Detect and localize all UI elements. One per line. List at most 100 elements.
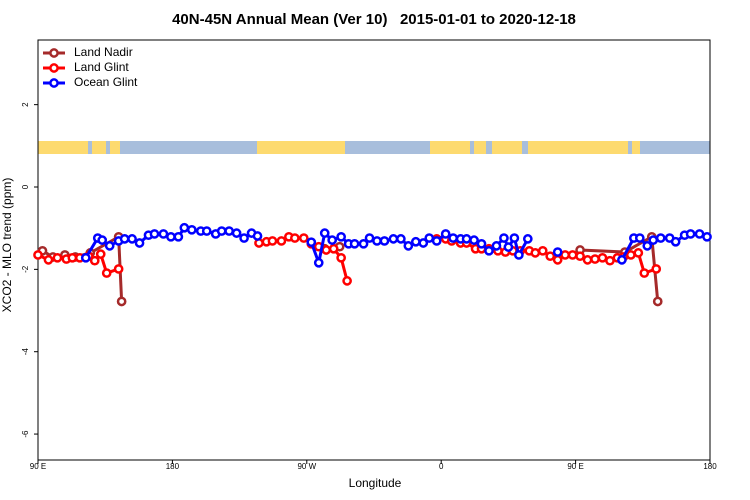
land-band xyxy=(632,141,640,154)
data-point xyxy=(514,250,524,260)
data-point xyxy=(503,242,514,252)
legend-marker xyxy=(49,48,59,58)
data-point xyxy=(358,238,369,249)
data-point xyxy=(52,252,63,263)
data-point xyxy=(306,237,317,248)
land-band xyxy=(474,141,486,154)
data-point xyxy=(231,228,242,238)
data-point xyxy=(509,233,520,243)
data-point xyxy=(694,229,705,239)
data-point xyxy=(89,255,100,266)
data-point xyxy=(639,268,650,278)
data-point xyxy=(134,238,145,248)
land-band xyxy=(492,141,522,154)
legend-label: Ocean Glint xyxy=(74,75,138,89)
legend-label: Land Nadir xyxy=(74,45,133,59)
data-point xyxy=(336,252,346,263)
data-point xyxy=(702,231,712,242)
data-point xyxy=(186,224,197,235)
data-point xyxy=(652,296,663,307)
data-point xyxy=(448,233,458,243)
data-point xyxy=(201,226,212,236)
x-tick-label: 0 xyxy=(439,462,444,471)
legend-label: Land Glint xyxy=(74,60,129,74)
data-point xyxy=(239,233,249,243)
land-ocean-strip xyxy=(38,141,710,154)
land-band xyxy=(257,141,345,154)
data-point xyxy=(461,234,472,244)
data-point xyxy=(655,233,666,243)
x-tick-label: 180 xyxy=(703,462,717,471)
x-tick-label: 90 W xyxy=(297,462,316,471)
data-point xyxy=(119,234,130,244)
data-point xyxy=(597,252,608,263)
data-point xyxy=(379,236,390,246)
data-point xyxy=(116,296,127,307)
data-point xyxy=(158,229,169,239)
data-point xyxy=(149,229,160,239)
data-point xyxy=(328,243,339,254)
y-tick-label: -4 xyxy=(21,348,30,356)
data-point xyxy=(424,233,435,243)
data-point xyxy=(418,238,429,248)
data-point xyxy=(522,234,533,244)
data-point xyxy=(685,229,696,239)
data-point xyxy=(552,247,563,257)
data-point xyxy=(403,241,414,251)
data-point xyxy=(396,234,406,244)
data-point xyxy=(633,248,644,258)
data-point xyxy=(364,233,375,243)
x-tick-label: 90 E xyxy=(567,462,583,471)
y-tick-label: 2 xyxy=(21,102,30,107)
data-point xyxy=(33,250,43,260)
y-tick-label: -2 xyxy=(21,265,30,273)
data-point xyxy=(642,241,653,251)
data-point xyxy=(388,234,399,244)
data-point xyxy=(342,276,352,286)
data-point xyxy=(626,250,636,260)
data-point xyxy=(484,245,494,256)
data-point xyxy=(431,236,442,246)
data-point xyxy=(313,257,324,268)
data-point xyxy=(582,255,593,265)
land-band xyxy=(430,141,470,154)
data-point xyxy=(95,249,106,259)
x-axis-label: Longitude xyxy=(349,476,402,490)
data-point xyxy=(67,252,78,263)
data-point xyxy=(179,222,190,233)
data-point xyxy=(224,226,234,236)
data-point xyxy=(252,231,263,241)
data-point xyxy=(617,255,627,265)
data-point xyxy=(216,226,227,236)
data-point xyxy=(97,235,108,245)
data-point xyxy=(327,235,338,245)
data-point xyxy=(410,236,421,247)
y-tick-label: 0 xyxy=(21,184,30,189)
data-point xyxy=(634,233,645,243)
data-point xyxy=(590,254,600,264)
data-point xyxy=(491,241,502,251)
land-band xyxy=(38,141,88,154)
legend-marker xyxy=(49,78,59,88)
data-point xyxy=(267,236,278,246)
data-point xyxy=(537,245,548,256)
land-band xyxy=(92,141,106,154)
data-point xyxy=(476,238,487,249)
x-tick-label: 180 xyxy=(166,462,180,471)
x-tick-label: 90 E xyxy=(30,462,46,471)
data-point xyxy=(321,245,332,255)
data-point xyxy=(43,255,54,265)
data-point xyxy=(651,264,662,274)
data-point xyxy=(670,236,681,247)
data-point xyxy=(530,248,541,258)
data-point xyxy=(567,250,578,260)
data-point xyxy=(469,235,479,245)
y-tick-label: -6 xyxy=(21,430,30,438)
chart-title: 40N-45N Annual Mean (Ver 10) 2015-01-01 … xyxy=(172,11,576,28)
data-point xyxy=(349,238,360,249)
data-point xyxy=(372,236,382,246)
data-point xyxy=(440,229,451,239)
land-band xyxy=(110,141,120,154)
data-point xyxy=(560,250,570,260)
